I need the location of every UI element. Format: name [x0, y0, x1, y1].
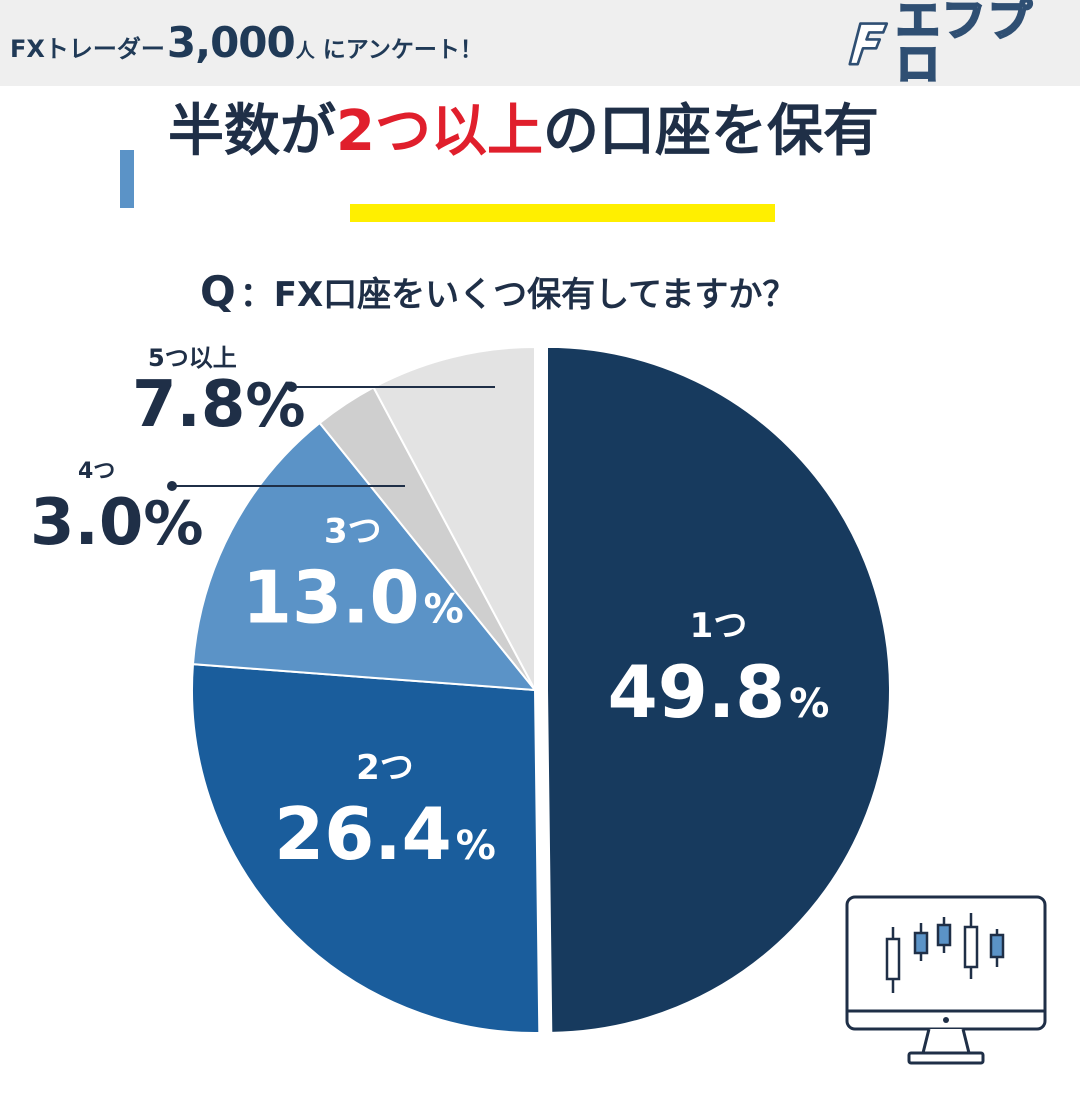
slice-value-label: 26.4%: [274, 792, 496, 876]
title-accent-bar: [120, 150, 134, 208]
callout-category-label-4: 4つ: [78, 459, 115, 484]
brand-logo: エフプロ: [848, 0, 1058, 88]
headline: 半数が2つ以上の口座を保有: [168, 92, 938, 172]
slice-value-unit: %: [789, 681, 829, 727]
pie-slice-5: [372, 345, 536, 691]
pie-slice-3: [191, 421, 538, 692]
slice-value-unit: %: [424, 586, 464, 632]
callout-value-unit: %: [143, 489, 203, 559]
slice-category-label: 3つ: [324, 511, 382, 551]
survey-suffix: にアンケート！: [322, 37, 483, 63]
header-bar: FXトレーダー 3,000 人 にアンケート！ エフプロ: [0, 0, 1080, 88]
survey-caption: FXトレーダー 3,000 人 にアンケート！: [10, 18, 483, 68]
headline-part2: の口座を保有: [542, 99, 879, 164]
survey-unit: 人: [295, 40, 315, 62]
slice-category-label: 2つ: [356, 748, 414, 788]
headline-highlight: 2つ以上: [336, 99, 543, 164]
logo-text: エフプロ: [895, 0, 1034, 90]
candlestick-monitor-icon: [845, 895, 1047, 1065]
callout-value-number: 3.0: [30, 486, 143, 560]
pie-slice-2: [191, 663, 541, 1034]
callout-value-label-5: 7.8%: [132, 368, 306, 442]
logo-icon: [848, 22, 889, 66]
headline-part1: 半数が: [168, 99, 336, 164]
slice-value-number: 13.0: [242, 555, 420, 639]
slice-value-number: 49.8: [608, 650, 786, 734]
callout-dot-5: [287, 382, 297, 392]
slice-value-unit: %: [456, 823, 496, 869]
callout-value-unit: %: [245, 371, 305, 441]
survey-count: 3,000: [166, 18, 296, 67]
question-prefix: Q: [200, 266, 236, 316]
callout-value-label-4: 3.0%: [30, 486, 204, 560]
callout-category-label-5: 5つ以上: [148, 344, 237, 372]
slice-value-number: 26.4: [274, 792, 452, 876]
slice-value-label: 49.8%: [608, 650, 830, 734]
callout-value-number: 7.8: [132, 368, 245, 442]
pie-slice-1: [546, 345, 892, 1034]
survey-prefix: FXトレーダー: [10, 35, 165, 63]
highlight-underline: [350, 204, 775, 222]
callout-dot-4: [167, 481, 177, 491]
question: Q ：FX口座をいくつ保有してますか？: [200, 260, 796, 322]
question-text: ：FX口座をいくつ保有してますか？: [239, 274, 797, 315]
slice-value-label: 13.0%: [242, 555, 464, 639]
slice-category-label: 1つ: [690, 606, 748, 646]
